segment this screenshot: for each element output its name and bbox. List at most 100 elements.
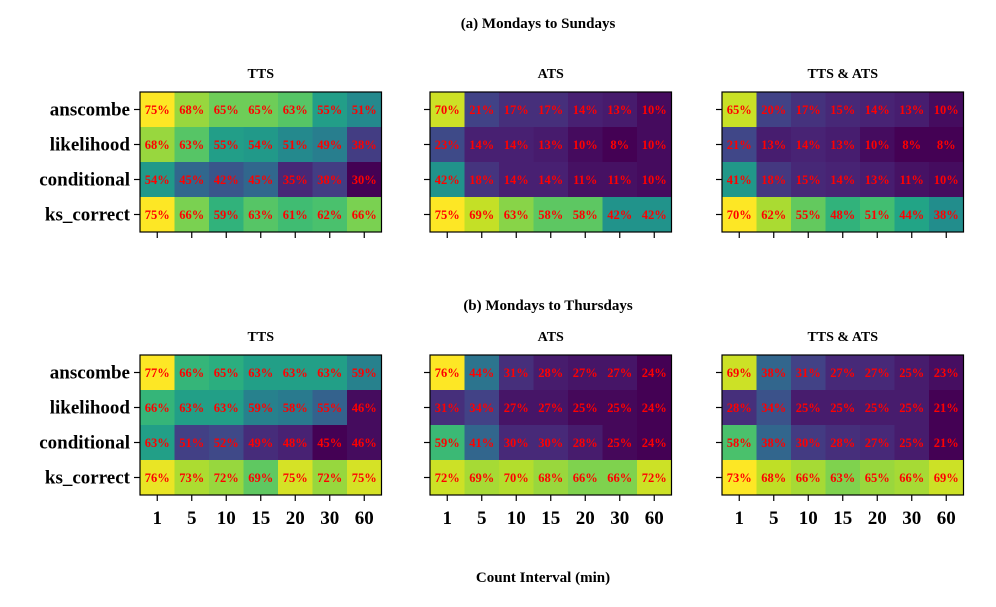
cell-value-label: 41% — [727, 173, 752, 187]
heatmap-cell — [756, 162, 792, 198]
heatmap-cell — [209, 127, 244, 163]
heatmap-cell — [637, 460, 672, 496]
cell-value-label: 63% — [283, 103, 308, 117]
heatmap-cell — [140, 92, 175, 128]
cell-value-label: 25% — [899, 401, 924, 415]
cell-value-label: 18% — [469, 173, 494, 187]
heatmap-cell — [722, 425, 757, 461]
heatmap-cell — [140, 197, 175, 233]
heatmap-cell — [825, 425, 861, 461]
heatmap-cell — [637, 390, 672, 426]
cell-value-label: 62% — [317, 208, 342, 222]
heatmap-cell — [756, 197, 792, 233]
cell-value-label: 21% — [934, 436, 959, 450]
cell-value-label: 65% — [865, 471, 890, 485]
heatmap-cell — [243, 162, 279, 198]
heatmap-cell — [791, 127, 826, 163]
cell-value-label: 75% — [145, 103, 170, 117]
heatmap-cell — [929, 390, 964, 426]
heatmap-cell — [347, 162, 382, 198]
panel-title: TTS — [248, 330, 275, 345]
cell-value-label: 27% — [865, 366, 890, 380]
heatmap-cell — [464, 92, 500, 128]
heatmap-cell — [568, 355, 603, 391]
cell-value-label: 14% — [865, 103, 890, 117]
heatmap-cell — [464, 460, 500, 496]
heatmap-cell — [499, 355, 534, 391]
cell-value-label: 13% — [865, 173, 890, 187]
heatmap-cell — [430, 425, 465, 461]
cell-value-label: 13% — [607, 103, 632, 117]
cell-value-label: 21% — [469, 103, 494, 117]
heatmap-cell — [140, 390, 175, 426]
x-tick-label: 20 — [576, 508, 595, 529]
cell-value-label: 14% — [796, 138, 821, 152]
cell-value-label: 15% — [830, 103, 855, 117]
cell-value-label: 63% — [179, 401, 204, 415]
cell-value-label: 15% — [796, 173, 821, 187]
cell-value-label: 20% — [761, 103, 786, 117]
x-tick-label: 10 — [217, 508, 236, 529]
cell-value-label: 59% — [435, 436, 460, 450]
heatmap-cell — [347, 460, 382, 496]
heatmap-cell — [174, 197, 210, 233]
cell-value-label: 66% — [352, 208, 377, 222]
heatmap-cell — [602, 127, 638, 163]
x-tick-label: 5 — [187, 508, 197, 529]
cell-value-label: 46% — [352, 436, 377, 450]
section-title-a: (a) Mondays to Sundays — [461, 16, 616, 32]
heatmap-cell — [533, 197, 569, 233]
heatmap-cell — [347, 127, 382, 163]
cell-value-label: 24% — [642, 436, 667, 450]
cell-value-label: 28% — [573, 436, 598, 450]
cell-value-label: 66% — [179, 208, 204, 222]
cell-value-label: 27% — [865, 436, 890, 450]
x-tick-label: 20 — [286, 508, 305, 529]
heatmap-cell — [825, 162, 861, 198]
cell-value-label: 10% — [934, 173, 959, 187]
heatmap-cell — [637, 197, 672, 233]
heatmap-cell — [602, 355, 638, 391]
heatmap-cell — [312, 197, 348, 233]
x-tick-label: 30 — [320, 508, 339, 529]
heatmap-cell — [756, 355, 792, 391]
cell-value-label: 8% — [902, 138, 921, 152]
cell-value-label: 66% — [179, 366, 204, 380]
section-title-b: (b) Mondays to Thursdays — [463, 298, 633, 314]
heatmap-cell — [568, 92, 603, 128]
heatmap-cell — [791, 92, 826, 128]
cell-value-label: 24% — [642, 366, 667, 380]
heatmap-cell — [243, 127, 279, 163]
heatmap-cell — [464, 162, 500, 198]
cell-value-label: 72% — [214, 471, 239, 485]
heatmap-cell — [140, 460, 175, 496]
heatmap-cell — [533, 425, 569, 461]
heatmap-cell — [174, 162, 210, 198]
heatmap-cell — [929, 127, 964, 163]
heatmap-cell — [860, 127, 895, 163]
x-tick-label: 5 — [769, 508, 779, 529]
heatmap-cell — [929, 355, 964, 391]
cell-value-label: 30% — [538, 436, 563, 450]
heatmap-cell — [637, 355, 672, 391]
cell-value-label: 58% — [283, 401, 308, 415]
heatmap-cell — [791, 197, 826, 233]
heatmap-cell — [209, 355, 244, 391]
cell-value-label: 46% — [352, 401, 377, 415]
cell-value-label: 63% — [248, 208, 273, 222]
cell-value-label: 17% — [538, 103, 563, 117]
x-tick-label: 1 — [443, 508, 453, 529]
cell-value-label: 69% — [469, 208, 494, 222]
heatmap-cell — [894, 460, 930, 496]
heatmap-cell — [602, 92, 638, 128]
cell-value-label: 63% — [145, 436, 170, 450]
heatmap-cell — [722, 197, 757, 233]
y-tick-label: ks_correct — [45, 468, 131, 489]
cell-value-label: 55% — [214, 138, 239, 152]
cell-value-label: 45% — [248, 173, 273, 187]
heatmap-cell — [347, 92, 382, 128]
cell-value-label: 54% — [248, 138, 273, 152]
cell-value-label: 13% — [538, 138, 563, 152]
heatmap-cell — [243, 390, 279, 426]
heatmap-cell — [791, 355, 826, 391]
